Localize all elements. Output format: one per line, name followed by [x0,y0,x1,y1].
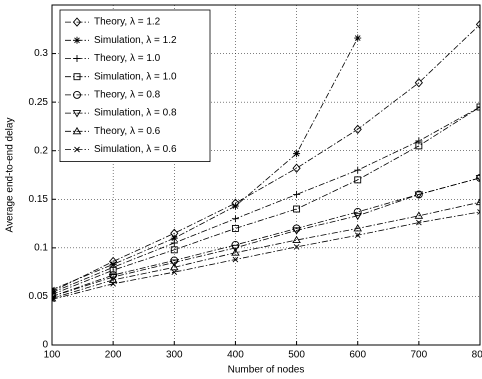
legend-label: Theory, λ = 0.6 [94,126,161,137]
marker [292,163,301,173]
marker [415,142,423,150]
marker [414,211,424,219]
marker [72,126,82,135]
marker [108,275,118,283]
marker [293,150,301,158]
marker [354,232,361,239]
series-line [52,37,359,290]
marker [231,224,239,232]
x-tick-label: 200 [105,350,122,361]
x-tick-label: 700 [411,350,428,361]
marker [354,176,362,184]
marker [414,191,424,199]
y-tick-label: 0.2 [34,145,48,156]
marker [476,103,480,111]
marker [353,124,362,135]
marker [170,239,178,247]
marker [170,262,179,271]
y-tick-label: 0.1 [34,242,48,253]
marker [475,19,480,30]
marker [231,248,240,256]
legend-label: Theory, λ = 0.8 [94,90,161,101]
x-tick-label: 500 [288,350,305,361]
marker [415,137,423,145]
marker [231,202,239,210]
legend-label: Theory, λ = 1.0 [94,53,161,64]
y-tick-label: 0.25 [29,97,49,108]
series-group [52,19,480,303]
marker [232,256,239,263]
marker [73,36,81,44]
marker [108,274,118,282]
marker [475,197,480,206]
marker [231,244,240,253]
marker [73,55,81,62]
y-tick-label: 0.05 [29,291,49,302]
marker [476,173,480,182]
marker [353,224,362,232]
x-tick-label: 400 [227,350,244,361]
marker [292,227,301,235]
marker [52,286,57,297]
marker [72,110,82,118]
legend-label: Simulation, λ = 0.8 [94,108,177,119]
marker [477,209,480,215]
marker [52,293,57,301]
legend-label: Theory, λ = 1.2 [94,17,161,28]
x-tick-label: 800 [472,350,482,361]
marker [170,234,178,242]
series-line [52,106,480,293]
marker [72,17,82,27]
legend-label: Simulation, λ = 0.6 [94,144,177,155]
legend-label: Simulation, λ = 1.0 [94,71,177,82]
marker [476,103,480,111]
series-line [52,106,480,295]
marker [293,205,301,213]
x-axis-label: Number of nodes [228,365,305,376]
marker [414,78,423,88]
series-line [52,177,480,297]
marker [416,219,422,226]
marker [170,246,178,254]
x-tick-label: 600 [349,350,366,361]
marker [475,174,480,183]
marker [110,280,116,287]
x-tick-label: 300 [166,350,183,361]
y-tick-label: 0 [42,340,48,351]
marker [171,269,178,275]
legend-box [59,9,211,163]
marker [109,266,117,274]
marker [353,212,362,221]
marker [73,90,81,99]
marker [231,215,239,223]
x-tick-label: 100 [44,350,61,361]
marker [52,289,56,297]
series-line [52,211,480,300]
series-line [52,177,480,297]
marker [293,244,300,250]
marker [52,292,56,301]
series-line [52,201,480,299]
legend-label: Simulation, λ = 1.2 [94,35,177,46]
marker [354,166,362,174]
marker [74,146,80,153]
y-axis-label: Average end-to-end delay [5,118,16,233]
marker [293,190,301,198]
marker [354,34,362,42]
y-tick-label: 0.15 [29,194,49,205]
y-tick-label: 0.3 [34,48,48,59]
marker [73,73,81,81]
marker [170,259,179,267]
marker [52,296,55,303]
series-line [52,24,480,292]
marker [292,235,301,244]
